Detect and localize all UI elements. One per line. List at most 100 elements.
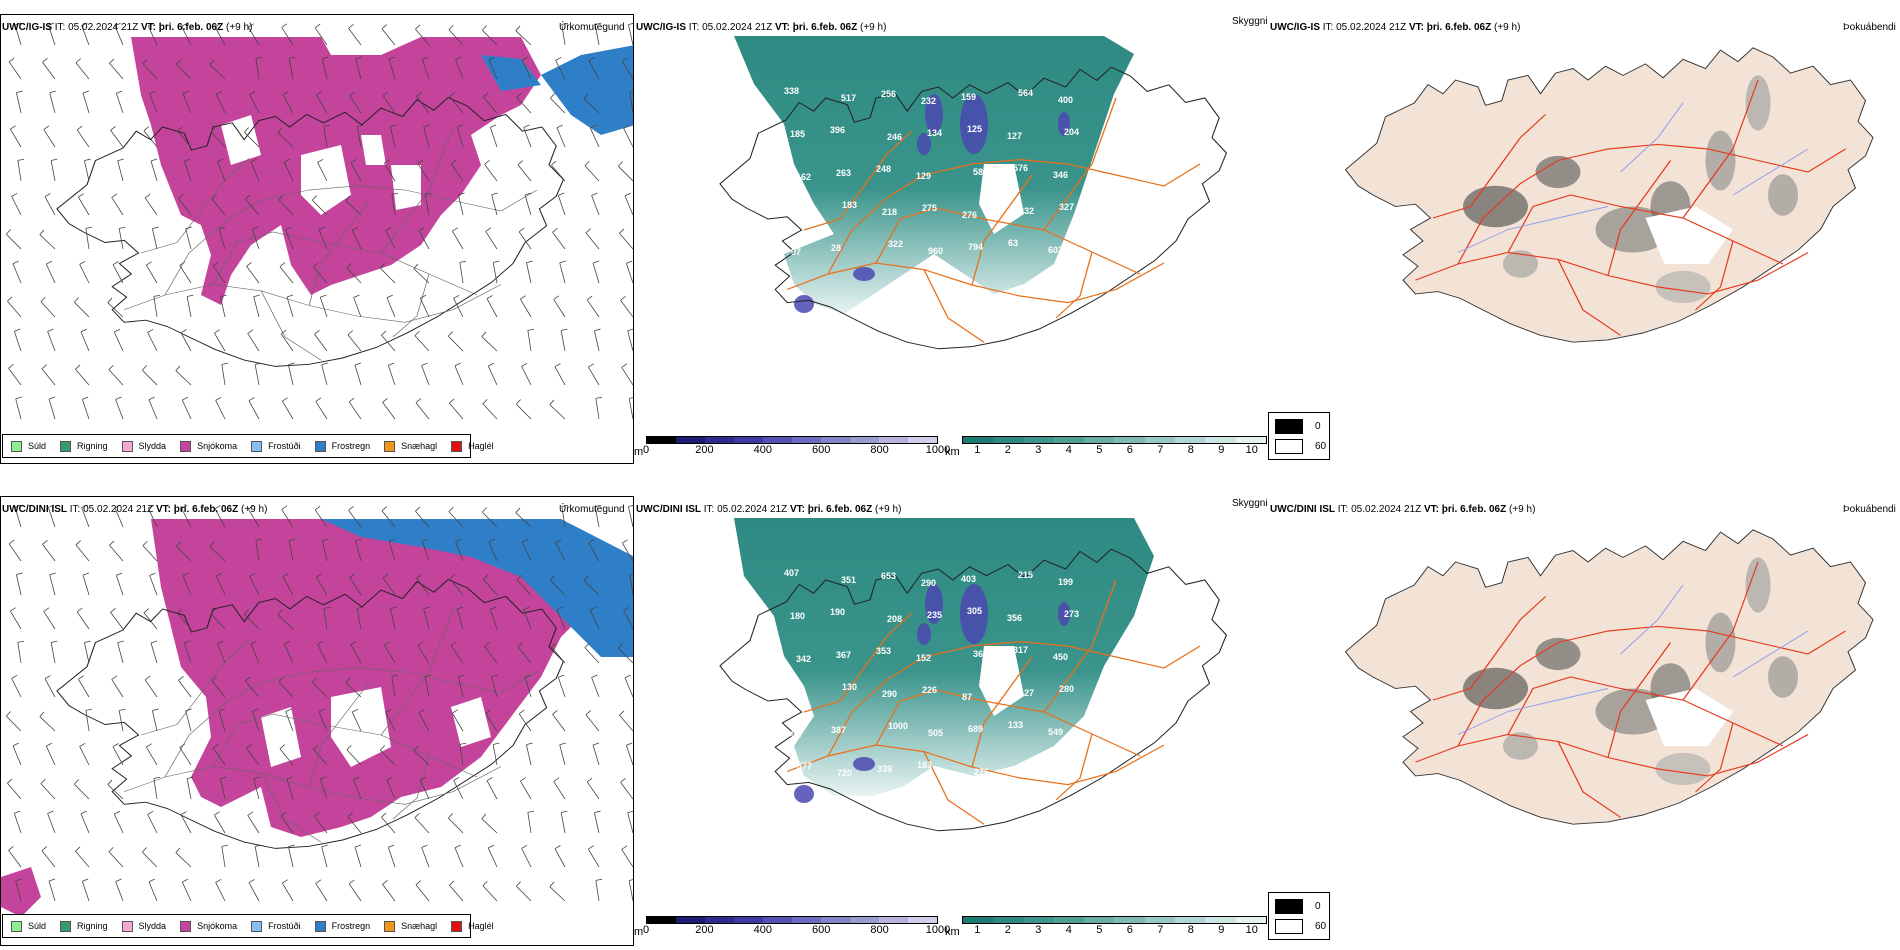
low-cloud-patch: [853, 757, 875, 771]
colorbar-segment: [1084, 437, 1115, 443]
legend-item: Frostregn: [314, 440, 371, 452]
init-time-value: 05.02.2024 21Z: [717, 504, 788, 515]
legend-swatch: [451, 920, 463, 932]
legend-label: Slydda: [138, 921, 167, 931]
visibility-label: 162: [785, 686, 800, 696]
visibility-label: 387: [831, 725, 846, 735]
legend-swatch: [11, 440, 22, 452]
river: [1457, 206, 1609, 253]
legend-item: Haglél: [451, 440, 494, 452]
fog-legend-row1: 0 60: [1268, 412, 1330, 460]
colorbar-tick-label: 0: [642, 924, 650, 936]
legend-swatch: [60, 440, 72, 452]
colorbar-segment: [705, 917, 734, 923]
colorbar-tick-label: 3: [1035, 924, 1042, 936]
fog-signal: [1535, 637, 1581, 671]
visibility-label: 586: [973, 167, 988, 177]
low-cloud-patch: [960, 584, 988, 644]
visibility-label: 290: [921, 578, 936, 588]
colorbar-ticks: 0 200 400 600 800 1000: [642, 924, 950, 936]
colorbar-ticks: 1 2 3 4 5 6 7 8 9 10: [962, 924, 1267, 936]
colorbar-segment: [1023, 437, 1054, 443]
low-cloud-patch: [925, 94, 943, 134]
precip-type-panel-row2: [0, 496, 634, 946]
colorbar-segment: [1235, 437, 1266, 443]
colorbar-segment: [1114, 437, 1145, 443]
fog-signal: [1745, 557, 1771, 613]
legend-label: Snæhagl: [401, 921, 438, 931]
river: [1732, 630, 1809, 678]
iceland-outline: [719, 66, 1228, 350]
colorbar-segment: [1053, 437, 1085, 443]
legend-swatch: [314, 920, 326, 932]
valid-time-label: VT: þri. 6.feb. 06Z: [1408, 22, 1492, 33]
visibility-unit-row2: km: [945, 926, 960, 938]
visibility-label: 577: [797, 761, 812, 771]
colorbar-tick-label: 400: [753, 924, 772, 936]
fog-signal: [1655, 752, 1711, 786]
visibility-label: 450: [1053, 652, 1068, 662]
visibility-label: 199: [1058, 577, 1073, 587]
colorbar-tick-label: 8: [1187, 444, 1194, 456]
visibility-label: 235: [927, 610, 942, 620]
panel-header-row1-3: UWC/IG-IS IT: 05.02.2024 21Z VT: þri. 6.…: [1270, 22, 1520, 33]
precip-map-svg: [6, 22, 633, 420]
visibility-label: 232: [921, 96, 936, 106]
model-name: UWC/DINI ISL: [1270, 504, 1335, 515]
colorbar-tick-label: 200: [695, 444, 714, 456]
colorbar-tick-label: 600: [812, 924, 831, 936]
fog-map-svg: [1344, 529, 1874, 825]
model-name: UWC/IG-IS: [1270, 22, 1320, 33]
legend-swatch: [251, 920, 263, 932]
wind-barbs: [6, 504, 633, 902]
colorbar-tick-label: 9: [1218, 444, 1225, 456]
legend-item: Rigning: [60, 920, 108, 932]
iceland-fog: [1344, 529, 1874, 825]
colorbar-segment: [963, 437, 994, 443]
panel-title: Skyggni: [1232, 16, 1268, 27]
init-time-label: IT:: [688, 22, 700, 33]
legend-item: Snæhagl: [384, 920, 438, 932]
colorbar-segment: [879, 917, 908, 923]
colorbar-segment: [879, 437, 908, 443]
colorbar-segment: [1205, 437, 1236, 443]
river: [1457, 688, 1609, 735]
fog-signal: [1745, 75, 1771, 131]
precip-legend-row2: Súld Rigning Slydda Snjókoma Frostúði Frostre…: [2, 914, 494, 938]
panel-title: Úrkomutegund: [559, 504, 625, 515]
legend-label: Snæhagl: [401, 441, 438, 451]
no-precip-gap: [331, 687, 391, 767]
glacier-clear: [1645, 206, 1733, 264]
legend-label: Frostregn: [331, 441, 371, 451]
visibility-label: 356: [1007, 613, 1022, 623]
visibility-label: 317: [1013, 645, 1028, 655]
legend-label: Frostúði: [268, 441, 301, 451]
panel-header-row1-2: UWC/IG-IS IT: 05.02.2024 21Z VT: þri. 6.…: [636, 22, 886, 33]
visibility-label: 564: [1018, 88, 1033, 98]
visibility-colorbar-row2: 1 2 3 4 5 6 7 8 9 10: [962, 916, 1267, 936]
cloud-base-unit-row2: m: [634, 926, 644, 938]
model-name: UWC/DINI ISL: [636, 504, 701, 515]
init-time-value: 05.02.2024 21Z: [1351, 504, 1422, 515]
colorbar-segment: [763, 917, 792, 923]
visibility-label: 305: [967, 606, 982, 616]
colorbar-segment: [1053, 917, 1085, 923]
legend-label: Rigning: [77, 441, 108, 451]
colorbar-tick-label: 1: [974, 924, 981, 936]
colorbar-segment: [792, 917, 821, 923]
visibility-label: 159: [961, 92, 976, 102]
visibility-label: 127: [1007, 131, 1022, 141]
colorbar-strip: [962, 916, 1267, 924]
lead-time: (+9 h): [226, 22, 253, 33]
legend-item: Slydda: [121, 920, 167, 932]
visibility-label: 87: [962, 692, 972, 702]
colorbar-tick-label: 10: [1245, 444, 1258, 456]
low-cloud-patch: [917, 623, 931, 645]
panel-header-row2-1: UWC/DINI ISL IT: 05.02.2024 21Z VT: þri.…: [2, 504, 267, 515]
visibility-label: 517: [841, 93, 856, 103]
river: [1620, 102, 1684, 173]
fog-legend-entry: 0: [1275, 419, 1321, 434]
visibility-label: 28: [831, 243, 841, 253]
legend-label: Súld: [28, 441, 47, 451]
colorbar-segment: [821, 917, 850, 923]
